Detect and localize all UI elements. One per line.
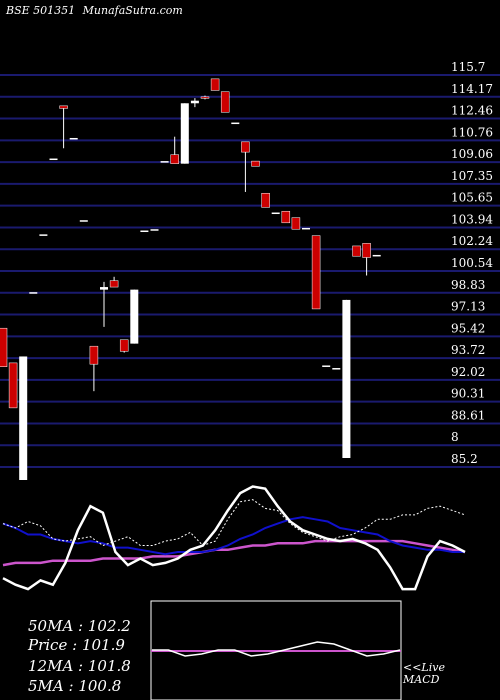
y-tick-label: 92.02 [451, 365, 485, 379]
y-tick-label: 102.24 [451, 234, 493, 248]
candle-body [119, 339, 129, 352]
candle-body [210, 78, 220, 91]
exchange-symbol: BSE 501351 [6, 4, 76, 17]
candle-body [49, 158, 58, 161]
candle-body [190, 100, 199, 104]
candle-body [281, 210, 291, 224]
stat-12ma: 12MA : 101.8 [28, 657, 131, 675]
candle-body [79, 220, 88, 222]
candle-body [332, 368, 341, 370]
y-tick-label: 97.13 [451, 300, 485, 314]
candle-body [241, 141, 250, 153]
candle-body [180, 103, 189, 164]
y-tick-label: 110.76 [451, 125, 493, 139]
stat-50ma: 50MA : 102.2 [28, 617, 131, 635]
candle-body [291, 217, 301, 230]
stat-value: 101.9 [81, 636, 125, 654]
y-tick-label: 107.35 [451, 169, 493, 183]
live-label: <<Live [403, 661, 445, 674]
y-tick-label: 114.17 [451, 82, 493, 96]
candle-body [261, 192, 270, 208]
stat-label: 50MA [28, 617, 74, 635]
candle-body [342, 299, 351, 459]
y-tick-label: 93.72 [451, 343, 485, 357]
candle-body [109, 280, 119, 288]
y-tick-label: 95.42 [451, 321, 485, 335]
stat-label: Price [28, 636, 68, 654]
stat-value: 100.8 [78, 677, 122, 695]
candle-body [231, 122, 240, 125]
y-tick-label: 8 [451, 430, 459, 444]
candle-body [39, 234, 48, 236]
y-tick-label: 109.06 [451, 147, 493, 161]
candle-body [89, 345, 99, 365]
candle-body [8, 362, 18, 409]
macd-panel [150, 600, 402, 700]
stat-label: 5MA [28, 677, 64, 695]
candle-body [100, 287, 108, 290]
y-tick-label: 103.94 [451, 212, 493, 226]
candle-body [0, 327, 8, 368]
candle-body [372, 254, 381, 257]
candle-body [322, 365, 331, 367]
candle-body [352, 245, 361, 257]
site-name: MunafaSutra.com [82, 4, 183, 17]
stat-value: 101.8 [87, 657, 131, 675]
moving-average-panel [2, 485, 466, 591]
y-tick-label: 105.65 [451, 191, 493, 205]
ma-fast-line [2, 499, 466, 547]
chart-header: BSE 501351 MunafaSutra.com [6, 4, 183, 17]
macd-label: MACD [403, 673, 440, 686]
candle-body [140, 230, 149, 233]
candle-body [271, 212, 280, 215]
y-tick-label: 88.61 [451, 408, 485, 422]
y-tick-label: 90.31 [451, 387, 485, 401]
macd-caption: <<Live MACD [403, 662, 445, 686]
stat-value: 102.2 [87, 617, 131, 635]
candle-body [29, 292, 38, 294]
y-tick-label: 100.54 [451, 256, 493, 270]
y-tick-label: 115.7 [451, 60, 485, 74]
y-tick-label: 112.46 [451, 104, 493, 118]
candle-body [200, 96, 210, 99]
stat-price: Price : 101.9 [28, 636, 125, 654]
ma-mid-line [2, 516, 465, 556]
candle-body [59, 105, 68, 109]
candle-body [150, 229, 159, 231]
macd-line [2, 485, 466, 591]
candle-body [69, 137, 78, 140]
candle-body [251, 160, 260, 167]
candle-body [302, 227, 310, 230]
candle-body [130, 289, 139, 344]
price-chart: 115.7 114.17 112.46 110.76 109.06 107.35 105.6… [0, 60, 500, 480]
stat-5ma: 5MA : 100.8 [28, 677, 122, 695]
stat-label: 12MA [28, 657, 74, 675]
candle-body [362, 243, 371, 258]
y-tick-label: 85.2 [451, 452, 478, 466]
macd-histogram-line [152, 641, 401, 657]
y-tick-label: 98.83 [451, 278, 485, 292]
candle-body [311, 235, 321, 310]
candle-body [170, 154, 179, 164]
candle-body [160, 161, 169, 163]
candle-body [19, 356, 28, 480]
candle-body [220, 91, 230, 113]
